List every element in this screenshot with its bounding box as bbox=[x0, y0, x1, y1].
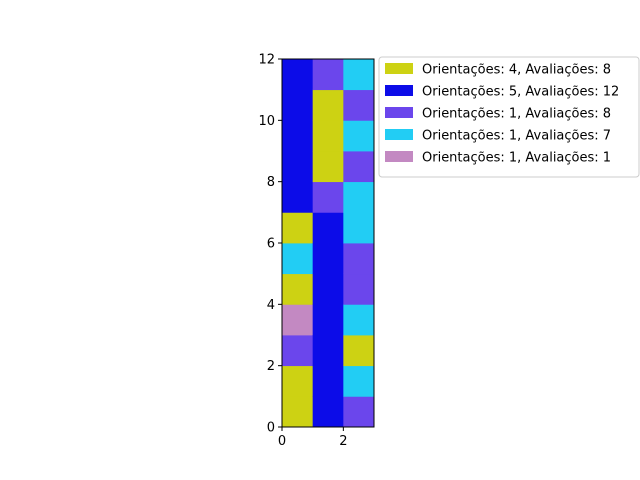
x-tick-label: 2 bbox=[339, 434, 347, 449]
heatmap-cell-c0-r11 bbox=[282, 59, 314, 91]
heatmap-cell-c2-r9 bbox=[343, 120, 375, 152]
heatmap-cell-c2-r0 bbox=[343, 396, 375, 428]
heatmap-cell-c2-r6 bbox=[343, 212, 375, 244]
heatmap-cell-c1-r11 bbox=[312, 59, 344, 91]
heatmap-cell-c0-r8 bbox=[282, 151, 314, 183]
y-tick-label: 0 bbox=[267, 421, 275, 436]
y-tick-label: 12 bbox=[258, 53, 275, 68]
y-axis: 0 2 4 6 8 10 12 bbox=[258, 53, 282, 436]
heatmap-cell-c2-r10 bbox=[343, 89, 375, 121]
heatmap-cell-c0-r5 bbox=[282, 243, 314, 275]
heatmap-cell-c0-r9 bbox=[282, 120, 314, 152]
legend-label: Orientações: 1, Avaliações: 7 bbox=[422, 129, 611, 144]
heatmap-cell-c2-r7 bbox=[343, 181, 375, 213]
legend-label: Orientações: 1, Avaliações: 1 bbox=[422, 151, 611, 166]
heatmap-cell-c1-r8 bbox=[312, 151, 344, 183]
y-tick-label: 10 bbox=[258, 114, 275, 129]
heatmap-cell-c1-r1 bbox=[312, 365, 344, 397]
heatmap-cell-c2-r4 bbox=[343, 273, 375, 305]
legend-box bbox=[378, 56, 640, 178]
heatmap-cell-c1-r9 bbox=[312, 120, 344, 152]
legend-label: Orientações: 4, Avaliações: 8 bbox=[422, 63, 611, 78]
legend-label: Orientações: 1, Avaliações: 8 bbox=[422, 107, 611, 122]
heatmap-cell-c1-r3 bbox=[312, 304, 344, 336]
heatmap-cell-c0-r6 bbox=[282, 212, 314, 244]
heatmap-cell-c2-r5 bbox=[343, 243, 375, 275]
heatmap-cell-c2-r11 bbox=[343, 59, 375, 91]
legend-swatch bbox=[385, 107, 413, 118]
heatmap-cell-c0-r2 bbox=[282, 335, 314, 367]
legend-swatch bbox=[385, 63, 413, 74]
legend-swatch bbox=[385, 85, 413, 96]
heatmap-cell-c1-r7 bbox=[312, 181, 344, 213]
y-tick-label: 4 bbox=[267, 298, 275, 313]
y-tick-label: 6 bbox=[267, 237, 275, 252]
heatmap-cell-c1-r10 bbox=[312, 89, 344, 121]
x-tick-label: 0 bbox=[278, 434, 286, 449]
y-tick-label: 8 bbox=[267, 175, 275, 190]
heatmap-cell-c1-r6 bbox=[312, 212, 344, 244]
y-tick-label: 2 bbox=[267, 359, 275, 374]
heatmap-cell-c1-r0 bbox=[312, 396, 344, 428]
legend-swatch bbox=[385, 129, 413, 140]
heatmap-cell-c1-r2 bbox=[312, 335, 344, 367]
legend: Orientações: 4, Avaliações: 8 Orientações… bbox=[378, 56, 640, 178]
heatmap-cell-c0-r10 bbox=[282, 89, 314, 121]
heatmap-cell-c2-r3 bbox=[343, 304, 375, 336]
heatmap-cell-c0-r7 bbox=[282, 181, 314, 213]
heatmap-cell-c2-r1 bbox=[343, 365, 375, 397]
heatmap-cell-c1-r4 bbox=[312, 273, 344, 305]
heatmap-cell-c0-r3 bbox=[282, 304, 314, 336]
heatmap-cell-c1-r5 bbox=[312, 243, 344, 275]
heatmap-cell-c0-r4 bbox=[282, 273, 314, 305]
heatmap-cell-c2-r8 bbox=[343, 151, 375, 183]
legend-swatch bbox=[385, 151, 413, 162]
heatmap-cell-c2-r2 bbox=[343, 335, 375, 367]
heatmap-cell-c0-r0 bbox=[282, 396, 314, 428]
heatmap-cells bbox=[282, 59, 375, 428]
legend-label: Orientações: 5, Avaliações: 12 bbox=[422, 85, 619, 100]
heatmap-cell-c0-r1 bbox=[282, 365, 314, 397]
